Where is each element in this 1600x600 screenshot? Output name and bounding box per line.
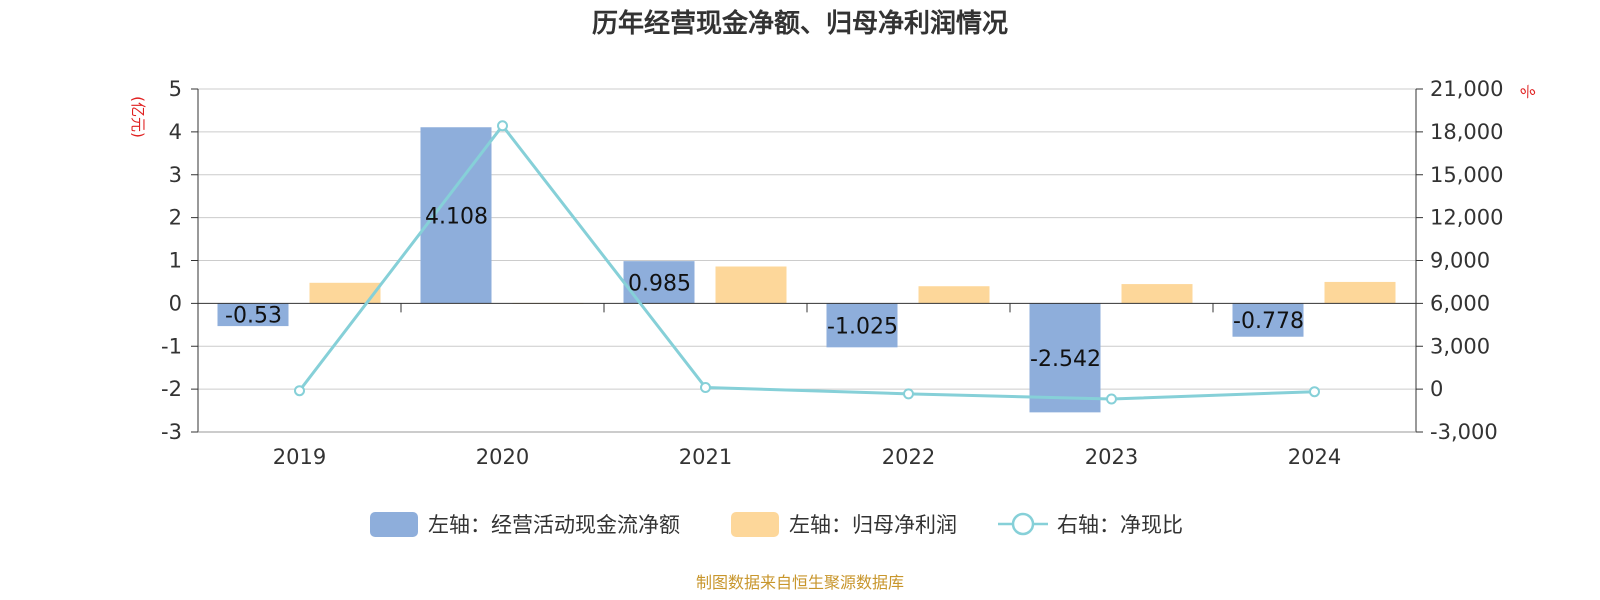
left-tick-label: 5 (169, 77, 182, 101)
data-label-operating-cash: 0.985 (628, 271, 691, 296)
bar-operating-cash (826, 303, 898, 348)
ratio-point (1106, 393, 1117, 405)
left-tick-label: 4 (169, 120, 182, 144)
legend-label-operating-cash: 左轴：经营活动现金流净额 (428, 513, 680, 537)
gridlines (198, 88, 1416, 433)
legend: 左轴：经营活动现金流净额 左轴：归母净利润 右轴：净现比 (370, 512, 1183, 537)
left-tick-label: -3 (161, 420, 182, 444)
data-label-operating-cash: -0.53 (225, 304, 282, 329)
right-tick-label: 0 (1430, 377, 1443, 401)
legend-swatch-net-profit (731, 512, 779, 537)
x-tick-label: 2019 (273, 445, 326, 469)
right-tick-label: 18,000 (1430, 120, 1503, 144)
axes (191, 88, 1423, 433)
ratio-point (294, 385, 305, 397)
bar-net-profit (1121, 284, 1193, 304)
data-label-operating-cash: -0.778 (1233, 309, 1304, 334)
right-tick-label: 15,000 (1430, 163, 1503, 187)
x-tick-label: 2021 (679, 445, 732, 469)
data-label-operating-cash: 4.108 (425, 204, 488, 229)
left-axis-unit: (亿元) (129, 96, 147, 138)
right-tick-label: 12,000 (1430, 206, 1503, 230)
x-tick-label: 2020 (476, 445, 529, 469)
bar-net-profit (918, 286, 990, 304)
left-tick-label: 2 (169, 206, 182, 230)
left-tick-label: 1 (169, 249, 182, 273)
bar-operating-cash (217, 303, 289, 327)
legend-label-ratio: 右轴：净现比 (1057, 513, 1183, 537)
left-tick-label: 0 (169, 291, 182, 315)
tick-labels: -3 -2 -1 0 1 2 3 4 5 -3,000 0 3,000 6,000 9,000 12,000… (161, 77, 1503, 469)
bar-operating-cash (1232, 303, 1304, 337)
x-tick-label: 2024 (1288, 445, 1341, 469)
bar-net-profit (309, 282, 381, 304)
bar-net-profit (1324, 281, 1396, 304)
ratio-line-path (298, 123, 1315, 401)
right-tick-label: 6,000 (1430, 291, 1490, 315)
right-tick-label: 21,000 (1430, 77, 1503, 101)
bars (217, 127, 1396, 413)
right-tick-label: 3,000 (1430, 334, 1490, 358)
data-label-operating-cash: -2.542 (1030, 347, 1101, 372)
left-tick-label: -1 (161, 334, 182, 358)
left-tick-label: 3 (169, 163, 182, 187)
legend-marker-ratio (1011, 512, 1035, 536)
right-tick-label: 9,000 (1430, 249, 1490, 273)
bar-net-profit (715, 266, 787, 304)
ratio-point (700, 381, 711, 393)
right-axis-unit: % (1517, 81, 1538, 104)
data-labels: -0.53 4.108 0.985 -1.025 -2.542 -0.778 (225, 204, 1304, 372)
right-tick-label: -3,000 (1430, 420, 1498, 444)
x-tick-label: 2023 (1085, 445, 1138, 469)
bar-operating-cash (1029, 303, 1101, 413)
left-tick-label: -2 (161, 377, 182, 401)
x-tick-label: 2022 (882, 445, 935, 469)
chart-title: 历年经营现金净额、归母净利润情况 (592, 8, 1008, 39)
data-label-operating-cash: -1.025 (827, 314, 898, 339)
ratio-point (1309, 386, 1320, 398)
legend-swatch-operating-cash (370, 512, 418, 537)
ratio-line (294, 120, 1320, 405)
ratio-point (497, 120, 508, 132)
ratio-point (903, 388, 914, 400)
source-note: 制图数据来自恒生聚源数据库 (696, 573, 904, 592)
legend-label-net-profit: 左轴：归母净利润 (789, 513, 957, 537)
